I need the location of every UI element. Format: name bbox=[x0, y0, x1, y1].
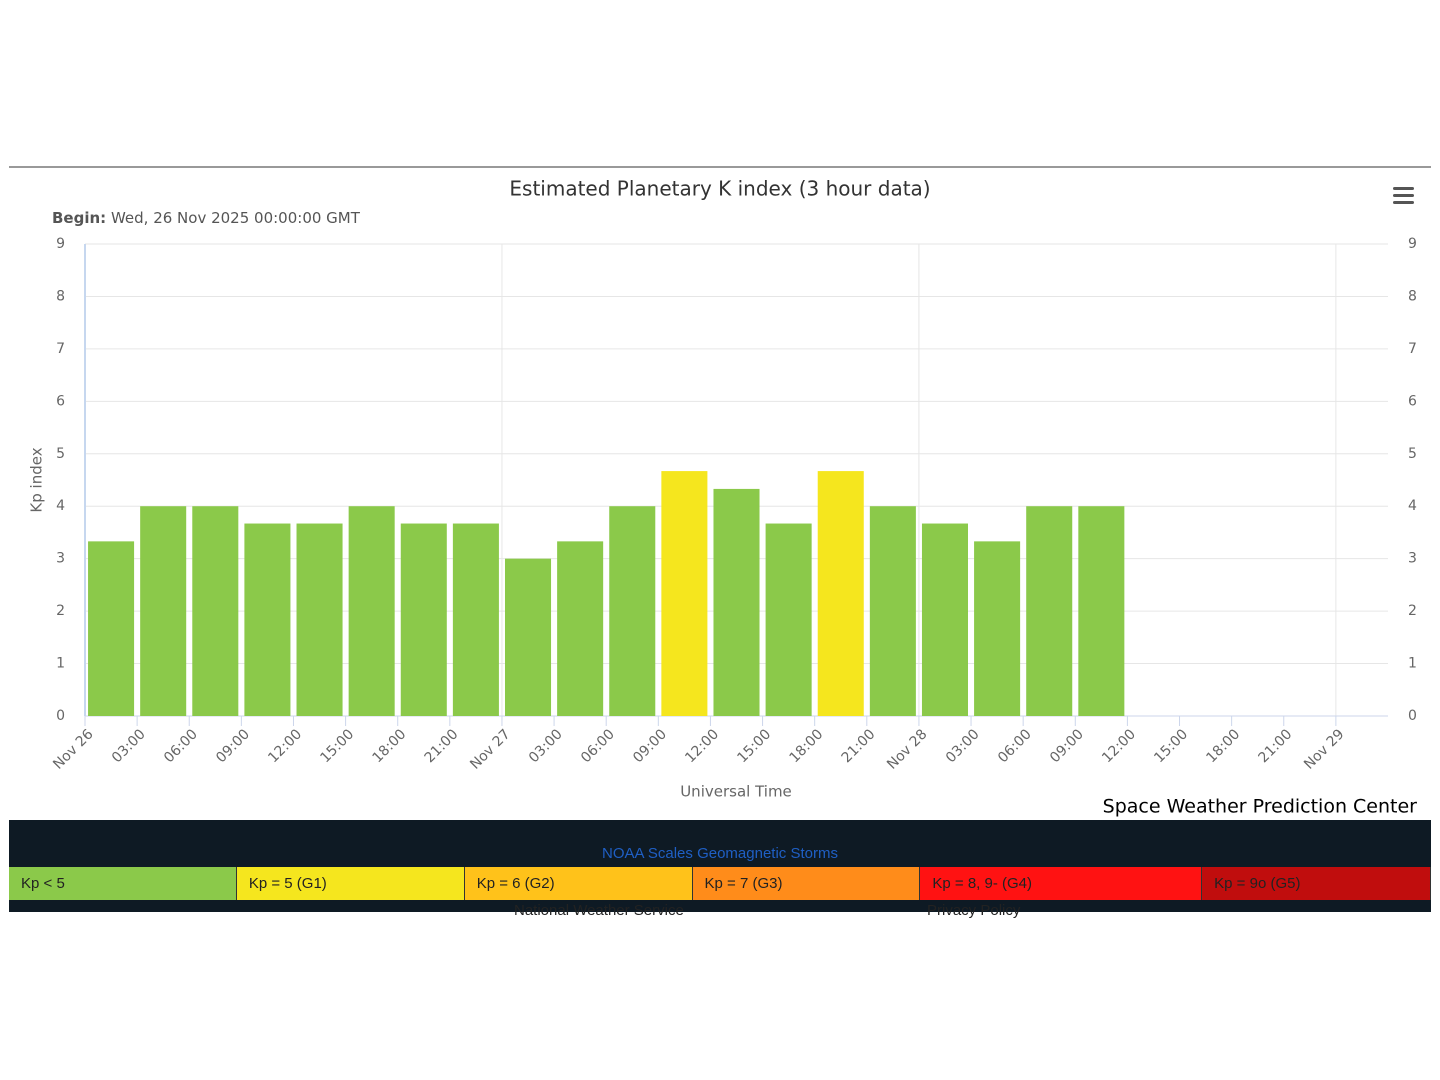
subtitle-text: Wed, 26 Nov 2025 00:00:00 GMT bbox=[111, 209, 361, 227]
bar bbox=[244, 523, 291, 716]
x-tick-label: Nov 26 bbox=[50, 726, 96, 772]
x-tick-label: 15:00 bbox=[734, 726, 774, 766]
x-tick-label: 18:00 bbox=[370, 726, 410, 766]
bar bbox=[452, 523, 499, 716]
y2-tick-label: 2 bbox=[1408, 603, 1417, 619]
bar bbox=[348, 506, 395, 716]
scale-item: Kp = 9o (G5) bbox=[1202, 867, 1431, 900]
y2-tick-label: 8 bbox=[1408, 288, 1417, 304]
x-tick-label: 09:00 bbox=[630, 726, 670, 766]
bar bbox=[974, 541, 1021, 716]
subtitle-label: Begin: bbox=[52, 209, 106, 227]
bar bbox=[921, 523, 968, 716]
x-tick-label: 03:00 bbox=[943, 726, 983, 766]
footer-right[interactable]: Privacy Policy bbox=[927, 902, 1021, 919]
y-tick-label: 6 bbox=[56, 393, 65, 409]
x-tick-label: 21:00 bbox=[422, 726, 462, 766]
bar bbox=[817, 471, 864, 716]
chart-title: Estimated Planetary K index (3 hour data… bbox=[509, 177, 930, 201]
credit: Space Weather Prediction Center bbox=[1103, 796, 1418, 818]
y-axis-title: Kp index bbox=[28, 447, 46, 512]
chart: Estimated Planetary K index (3 hour data… bbox=[9, 166, 1431, 818]
x-tick-label: Nov 27 bbox=[467, 726, 513, 772]
y2-tick-label: 1 bbox=[1408, 656, 1417, 672]
bar bbox=[713, 488, 760, 716]
scale-item: Kp = 6 (G2) bbox=[464, 867, 693, 900]
y2-tick-label: 6 bbox=[1408, 393, 1417, 409]
x-tick-label: 21:00 bbox=[839, 726, 879, 766]
bar bbox=[400, 523, 447, 716]
footer-left[interactable]: National Weather Service bbox=[514, 902, 684, 919]
bar bbox=[192, 506, 239, 716]
y-tick-label: 7 bbox=[56, 341, 65, 357]
bar bbox=[296, 523, 343, 716]
x-tick-label: 03:00 bbox=[109, 726, 149, 766]
y2-tick-label: 4 bbox=[1408, 498, 1417, 514]
x-tick-label: 06:00 bbox=[578, 726, 618, 766]
bar bbox=[609, 506, 656, 716]
x-tick-label: 18:00 bbox=[1203, 726, 1243, 766]
x-tick-label: 18:00 bbox=[786, 726, 826, 766]
x-tick-label: 12:00 bbox=[682, 726, 722, 766]
x-tick-label: 06:00 bbox=[995, 726, 1035, 766]
y2-tick-label: 3 bbox=[1408, 551, 1417, 567]
x-tick-label: 12:00 bbox=[265, 726, 305, 766]
x-tick-label: 06:00 bbox=[161, 726, 201, 766]
x-tick-label: 21:00 bbox=[1256, 726, 1296, 766]
scale-item: Kp = 5 (G1) bbox=[236, 867, 465, 900]
subtitle: Begin: Wed, 26 Nov 2025 00:00:00 GMT bbox=[52, 209, 361, 227]
bar bbox=[1078, 506, 1125, 716]
footer-link[interactable]: NOAA Scales Geomagnetic Storms bbox=[602, 845, 838, 862]
y-tick-label: 2 bbox=[56, 603, 65, 619]
bar bbox=[140, 506, 187, 716]
bar bbox=[1026, 506, 1073, 716]
y-tick-label: 8 bbox=[56, 288, 65, 304]
y2-tick-label: 7 bbox=[1408, 341, 1417, 357]
y-tick-label: 1 bbox=[56, 656, 65, 672]
y2-tick-label: 9 bbox=[1408, 236, 1417, 252]
x-tick-label: 15:00 bbox=[317, 726, 357, 766]
y-tick-label: 4 bbox=[56, 498, 65, 514]
bar bbox=[557, 541, 604, 716]
bar bbox=[765, 523, 812, 716]
bar bbox=[505, 558, 552, 716]
y2-tick-label: 0 bbox=[1408, 708, 1417, 724]
scale-item: Kp = 8, 9- (G4) bbox=[920, 867, 1203, 900]
bar bbox=[88, 541, 135, 716]
scale-item: Kp = 7 (G3) bbox=[692, 867, 921, 900]
y-tick-label: 9 bbox=[56, 236, 65, 252]
x-tick-label: Nov 28 bbox=[884, 726, 930, 772]
y2-tick-label: 5 bbox=[1408, 446, 1417, 462]
menu-button[interactable] bbox=[1393, 187, 1414, 204]
y-tick-label: 3 bbox=[56, 551, 65, 567]
x-tick-label: 03:00 bbox=[526, 726, 566, 766]
x-tick-label: 09:00 bbox=[213, 726, 253, 766]
y-tick-label: 5 bbox=[56, 446, 65, 462]
kp-scale: Kp < 5 Kp = 5 (G1) Kp = 6 (G2) Kp = 7 (G3) K… bbox=[9, 867, 1431, 900]
x-tick-label: Nov 29 bbox=[1301, 726, 1347, 772]
x-axis-title: Universal Time bbox=[680, 783, 792, 801]
bar bbox=[869, 506, 916, 716]
x-tick-label: 12:00 bbox=[1099, 726, 1139, 766]
footer: NOAA Scales Geomagnetic Storms National … bbox=[9, 820, 1431, 919]
bar bbox=[661, 471, 708, 716]
x-tick-label: 15:00 bbox=[1151, 726, 1191, 766]
x-tick-label: 09:00 bbox=[1047, 726, 1087, 766]
scale-item: Kp < 5 bbox=[9, 867, 237, 900]
y-tick-label: 0 bbox=[56, 708, 65, 724]
